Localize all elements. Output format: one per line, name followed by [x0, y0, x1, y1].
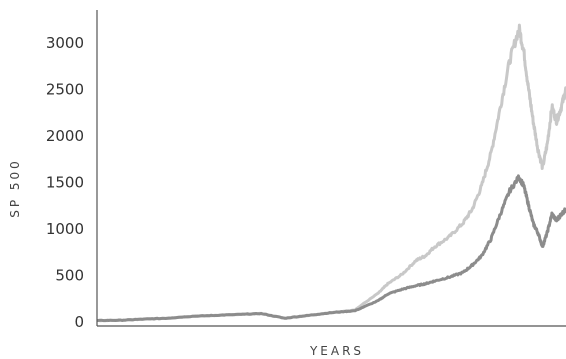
y-tick-label: 1500 — [46, 174, 84, 192]
series-line-2 — [96, 174, 566, 323]
y-axis-ticks: 0 500 1000 1500 2000 2500 3000 — [46, 34, 84, 331]
x-axis-title: YEARS — [309, 344, 364, 358]
series-layer — [96, 23, 566, 323]
y-tick-label: 3000 — [46, 34, 84, 52]
y-axis-title: SP 500 — [8, 158, 22, 218]
y-tick-label: 1000 — [46, 220, 84, 238]
y-tick-label: 500 — [55, 267, 84, 285]
y-tick-label: 0 — [74, 313, 84, 331]
y-tick-label: 2500 — [46, 81, 84, 99]
series-line-1 — [97, 23, 566, 323]
y-tick-label: 2000 — [46, 127, 84, 145]
